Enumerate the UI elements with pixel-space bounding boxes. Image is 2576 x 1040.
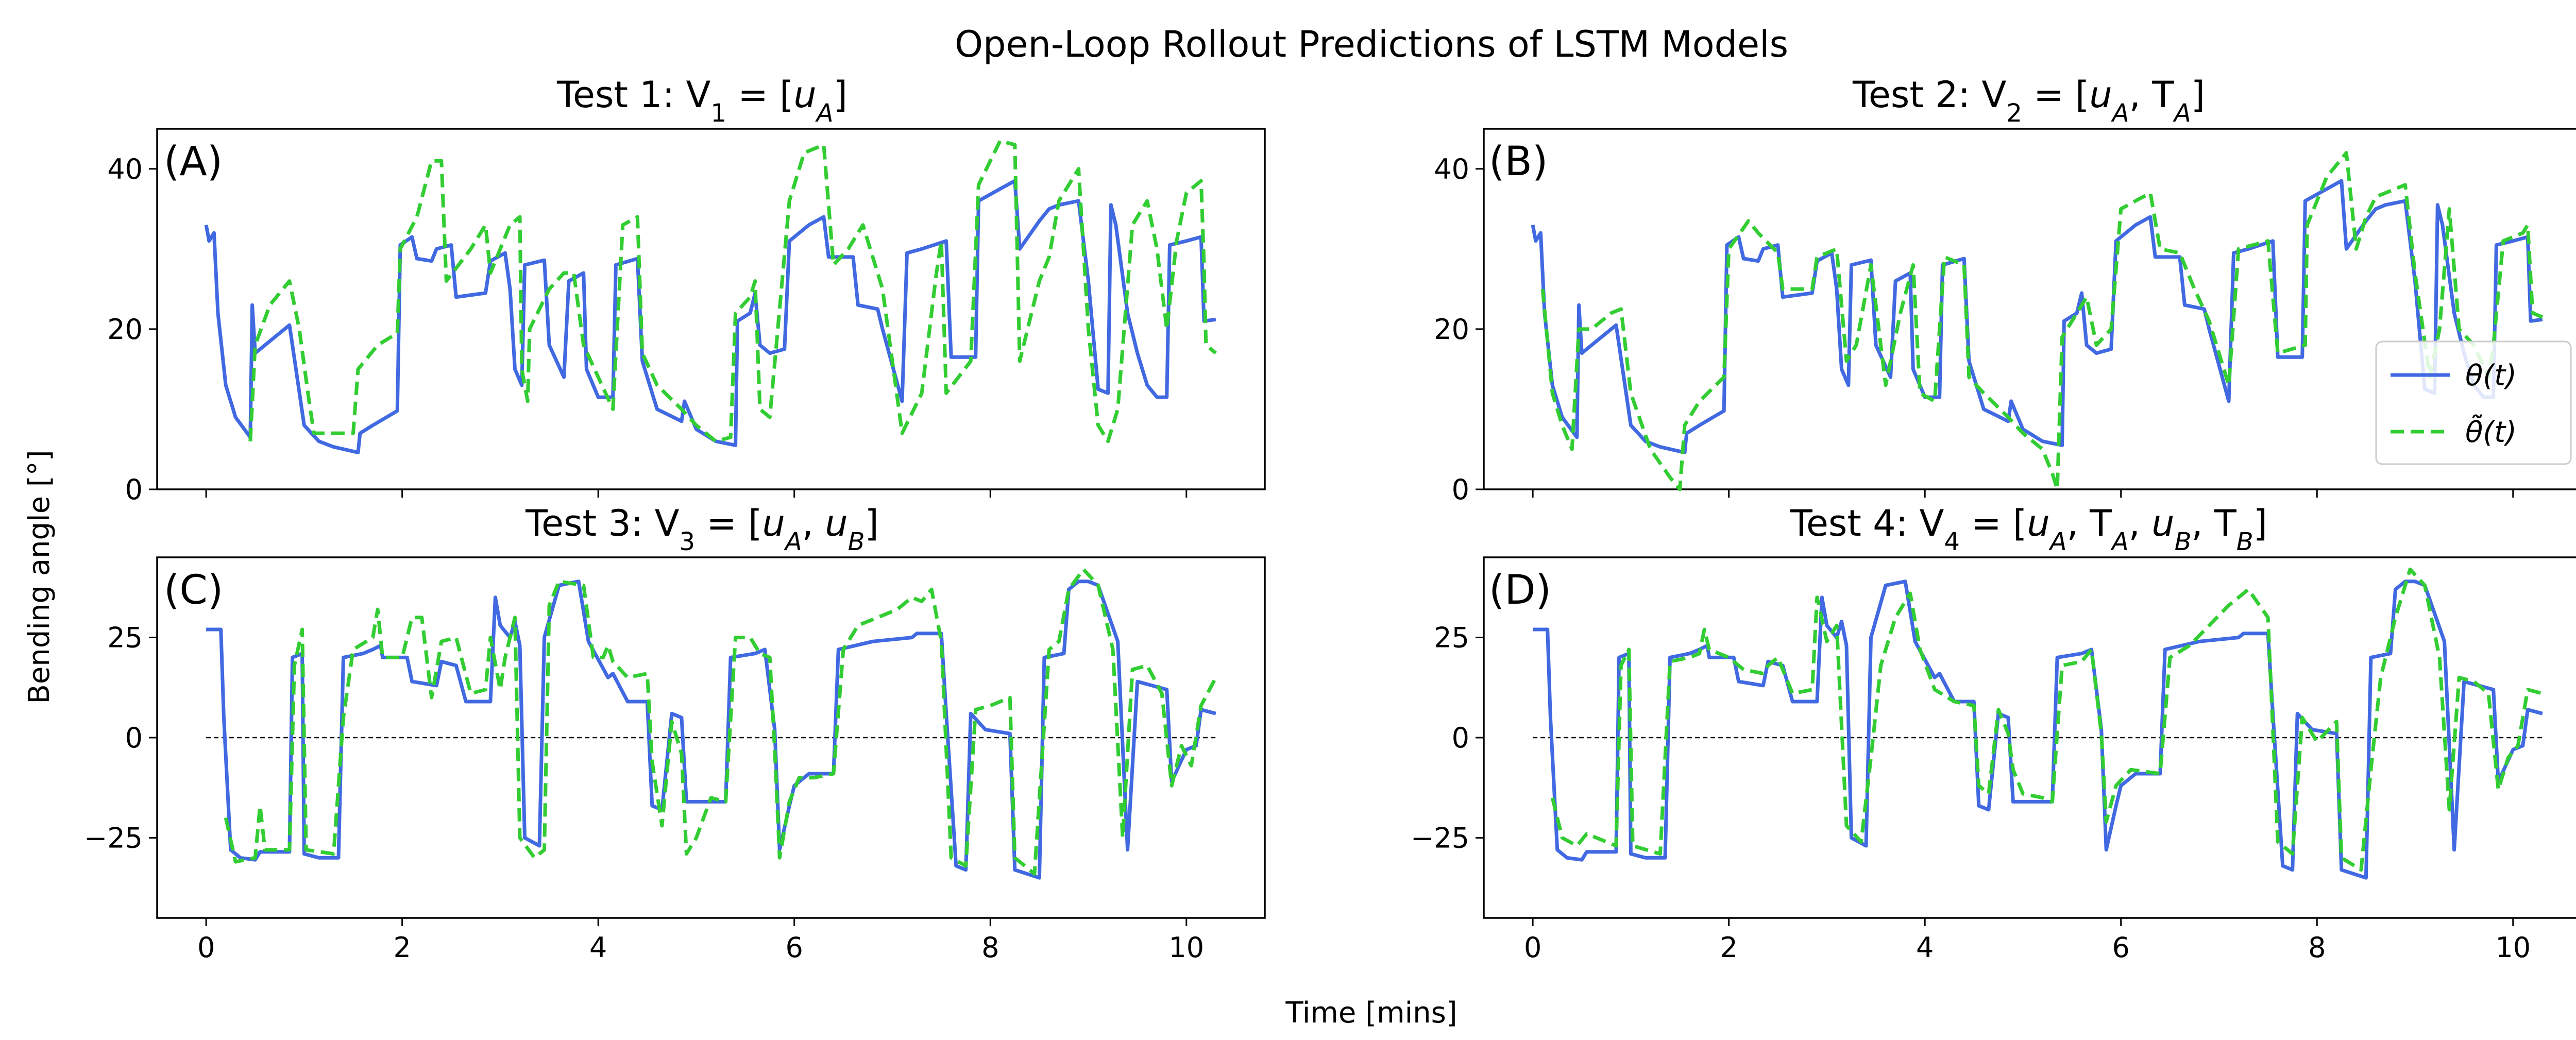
panel-d-frame: [1483, 556, 2576, 919]
panel-c-title-sub-b: B: [848, 527, 865, 556]
panel-b-title-sub-ta: A: [2173, 99, 2191, 128]
panel-d-ytick-label: 0: [1452, 722, 1469, 754]
panel-d-title-sub-a: A: [2048, 527, 2067, 556]
panel-d-series-predicted: [1550, 567, 2543, 872]
panel-d-title-subscript: 4: [1944, 527, 1960, 556]
panel-c-series-predicted: [224, 567, 1217, 876]
panel-b-ytick-label: 0: [1452, 473, 1469, 506]
panel-c-title-var-ub: u: [825, 502, 848, 544]
panel-c-ytick-label: −25: [84, 822, 143, 854]
panel-c-label: (C): [164, 567, 223, 613]
panel-a-title-subscript: 1: [710, 99, 726, 128]
panel-c-xtick-label: 10: [1168, 931, 1204, 964]
legend: θ(t) θ̃(t): [2375, 340, 2572, 465]
panel-a-series-predicted: [248, 139, 1217, 444]
panel-c-title-var-u: u: [762, 502, 785, 544]
panel-d-xtick-label: 0: [1524, 931, 1541, 964]
panel-d-title-var-ub: u: [2151, 502, 2174, 544]
panel-c-xtick-label: 8: [981, 931, 999, 964]
panel-c-ytick-label: 0: [125, 722, 143, 754]
panel-b-axes: 0 20 40: [1434, 128, 2576, 506]
panel-c-xtick-label: 4: [589, 931, 607, 964]
panel-b-frame: [1483, 128, 2576, 490]
panel-c-axes: 0 2 4 6 8 10 −25 0 25: [84, 556, 1266, 964]
panel-b-ytick-label: 20: [1434, 313, 1469, 346]
panel-d-ytick-label: −25: [1411, 822, 1469, 854]
panel-b-data: [1531, 151, 2544, 491]
panel-c-xtick-label: 2: [393, 931, 411, 964]
panel-b-label: (B): [1489, 139, 1548, 185]
panel-a-label: (A): [164, 139, 223, 185]
panel-d-xtick-label: 4: [1916, 931, 1934, 964]
panel-a-frame: [156, 128, 1266, 490]
panel-d-label: (D): [1489, 567, 1551, 613]
panel-b-ytick-label: 40: [1434, 153, 1469, 185]
panel-d-title-sub-tb: B: [2236, 527, 2253, 556]
panel-d-title-var-u: u: [2027, 502, 2049, 544]
panel-d-xtick-label: 8: [2308, 931, 2326, 964]
panel-b-title-var-u: u: [2089, 74, 2112, 116]
panel-c-ytick-label: 25: [107, 622, 143, 654]
panel-a-ytick-label: 20: [107, 313, 143, 346]
panel-b-title-subscript: 2: [2006, 99, 2022, 128]
panel-d-data: [1533, 567, 2543, 880]
panel-c-xtick-label: 0: [197, 931, 215, 964]
panel-a-data: [204, 139, 1217, 454]
panel-d-title-sub-b: B: [2175, 527, 2192, 556]
panel-a-title-sub-a: A: [815, 99, 834, 128]
panel-a-axes: 0 20 40: [107, 128, 1266, 506]
panel-a-series-actual: [204, 179, 1216, 454]
legend-label-actual: θ(t): [2465, 359, 2517, 393]
panel-c-frame: [156, 556, 1266, 919]
panel-c-title-subscript: 3: [679, 527, 695, 556]
panel-d-xtick-label: 2: [1720, 931, 1737, 964]
x-axis-label: Time [mins]: [1285, 996, 1457, 1030]
legend-box: [2375, 340, 2572, 465]
panel-c-title-sub-a: A: [784, 527, 802, 556]
panel-a-ytick-label: 40: [107, 153, 143, 185]
panel-b-series-predicted: [1540, 151, 2544, 491]
panel-d-title-sub-ta: A: [2110, 527, 2129, 556]
panel-d-axes: 0 2 4 6 8 10 −25 0 25: [1411, 556, 2576, 964]
panel-a-ytick-label: 0: [125, 473, 143, 506]
panel-b-series-actual: [1531, 179, 2543, 454]
panel-d-ytick-label: 25: [1434, 622, 1469, 654]
panel-c-xtick-label: 6: [786, 931, 803, 964]
panel-b-title-sub-a: A: [2111, 99, 2129, 128]
panel-c-data: [206, 567, 1217, 880]
legend-label-predicted: θ̃(t): [2465, 415, 2517, 449]
panel-d-xtick-label: 10: [2495, 931, 2531, 964]
y-axis-label: Bending angle [°]: [23, 450, 56, 704]
figure-title: Open-Loop Rollout Predictions of LSTM Mo…: [955, 23, 1788, 65]
panel-a-title-var-u: u: [793, 74, 816, 116]
panel-d-xtick-label: 6: [2112, 931, 2130, 964]
